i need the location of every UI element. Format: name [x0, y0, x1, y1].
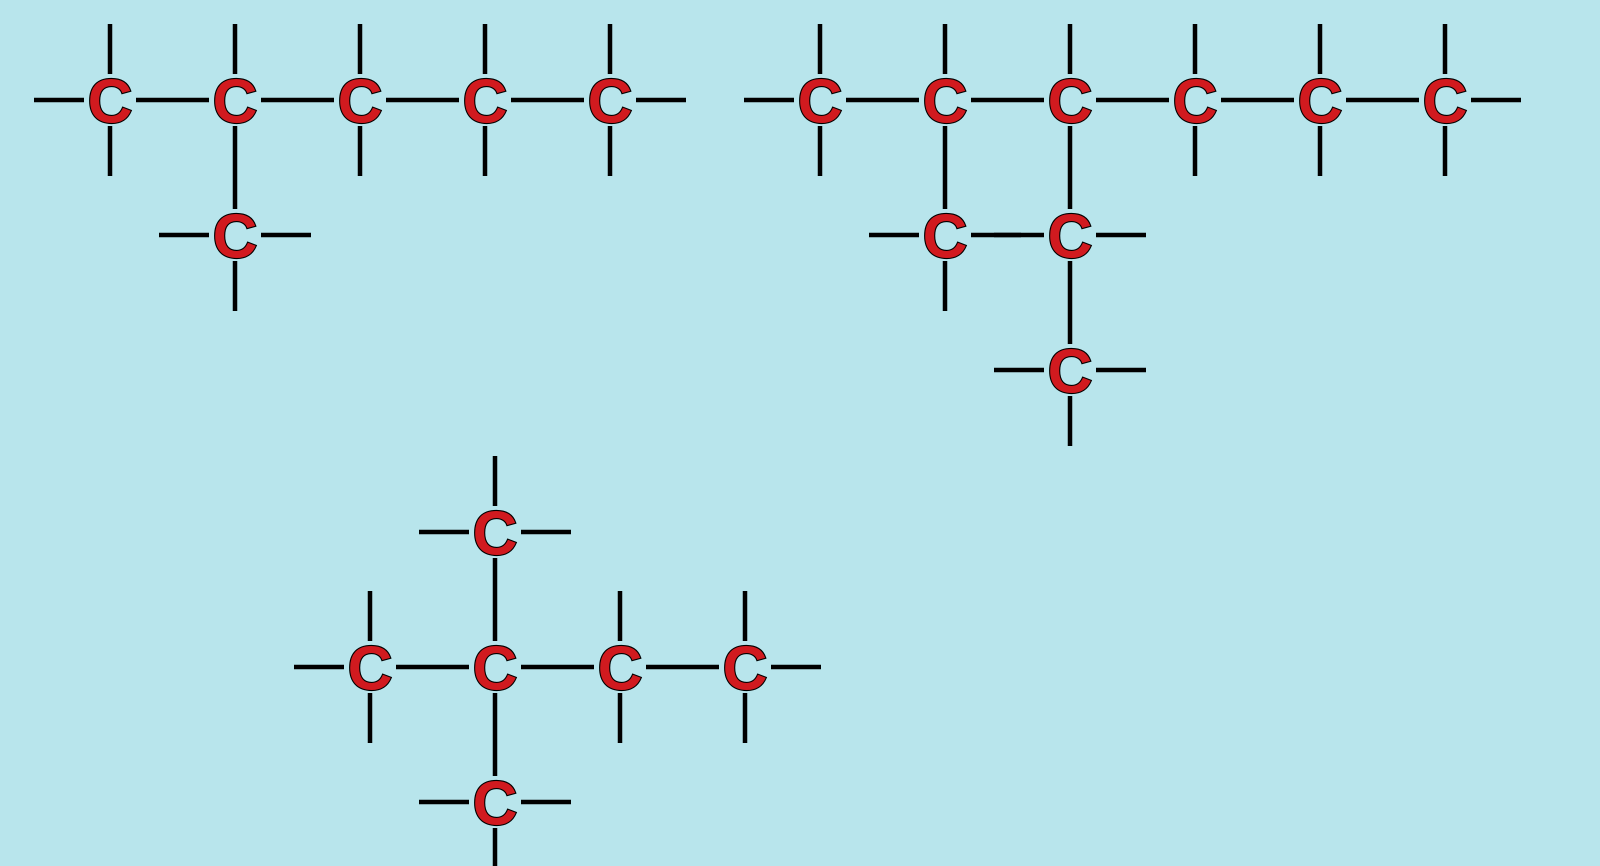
carbon-atom: C: [1048, 203, 1093, 272]
carbon-atom: C: [348, 635, 393, 704]
carbon-atom: C: [1423, 68, 1468, 137]
carbon-atom: C: [338, 68, 383, 137]
carbon-atom: C: [1173, 68, 1218, 137]
carbon-atom: C: [598, 635, 643, 704]
carbon-atom: C: [588, 68, 633, 137]
carbon-atom: C: [1048, 338, 1093, 407]
carbon-atom: C: [1298, 68, 1343, 137]
carbon-atom: C: [463, 68, 508, 137]
carbon-atom: C: [923, 203, 968, 272]
carbon-atom: C: [213, 203, 258, 272]
carbon-atom: C: [88, 68, 133, 137]
carbon-atom: C: [923, 68, 968, 137]
carbon-atom: C: [473, 770, 518, 839]
carbon-atom: C: [723, 635, 768, 704]
carbon-atom: C: [798, 68, 843, 137]
molecule-diagram: CCCCCCCCCCCCCCCCCCCCC: [0, 0, 1600, 866]
carbon-atom: C: [1048, 68, 1093, 137]
carbon-atom: C: [213, 68, 258, 137]
carbon-atom: C: [473, 500, 518, 569]
carbon-atom: C: [473, 635, 518, 704]
